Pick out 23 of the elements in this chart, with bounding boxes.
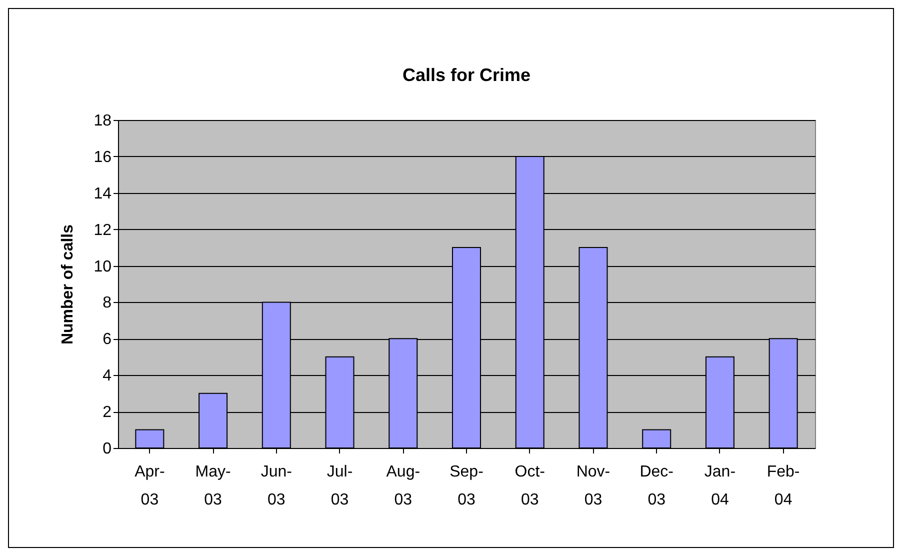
y-tick-label: 6: [102, 331, 112, 348]
y-tick-label: 10: [94, 258, 112, 276]
x-tick-label: Nov-03: [576, 464, 610, 508]
y-tick-label: 2: [102, 404, 112, 422]
chart-title: Calls for Crime: [402, 65, 531, 85]
y-tick-label: 8: [102, 294, 112, 312]
x-tick-label: Jul-03: [326, 464, 353, 508]
y-tick-label: 0: [102, 440, 112, 458]
x-tick-label: Sep-03: [450, 464, 484, 508]
x-tick-label: Apr-03: [134, 464, 165, 508]
x-tick-label: May-03: [195, 464, 231, 508]
x-tick-label: Oct-03: [514, 464, 545, 508]
x-tick-label: Jan-04: [704, 464, 736, 508]
y-tick-label: 4: [102, 368, 112, 385]
x-tick-label: Jun-03: [260, 464, 292, 508]
y-tick-label: 12: [94, 222, 112, 239]
y-tick-label: 18: [94, 112, 112, 130]
y-tick-label: 16: [94, 148, 112, 166]
x-tick-label: Aug-03: [386, 464, 420, 508]
x-tick-label: Feb-04: [766, 464, 800, 508]
y-axis-title: Number of calls: [60, 224, 77, 345]
y-tick-label: 14: [94, 185, 112, 202]
x-tick-label: Dec-03: [640, 464, 674, 508]
